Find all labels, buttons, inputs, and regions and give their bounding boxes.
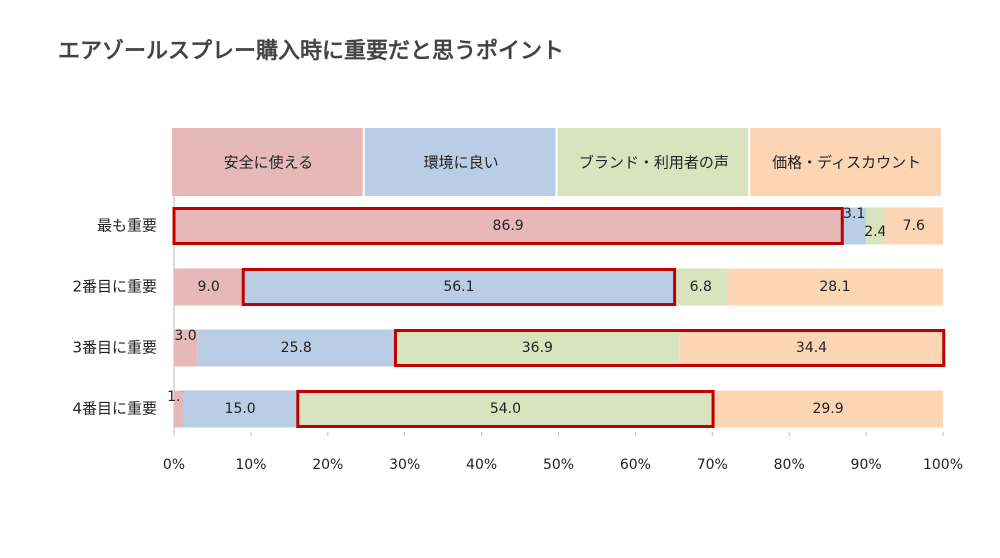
x-tick-label: 30% <box>389 457 420 473</box>
x-tick-label: 100% <box>923 457 963 473</box>
data-label: 56.1 <box>443 279 474 295</box>
legend-label: 環境に良い <box>424 154 499 172</box>
y-tick-label: 3番目に重要 <box>72 339 157 357</box>
x-tick-label: 40% <box>466 457 497 473</box>
x-tick-label: 90% <box>851 457 882 473</box>
highlight-box <box>296 390 715 428</box>
legend-swatch <box>557 128 749 196</box>
y-tick-label: 4番目に重要 <box>72 400 157 418</box>
x-tick-label: 0% <box>163 457 185 473</box>
bar-segment <box>174 390 183 428</box>
legend-label: 価格・ディスカウント <box>772 154 921 172</box>
bar-segment <box>243 268 675 306</box>
bar-segment <box>182 390 298 428</box>
bar-segment <box>842 207 867 245</box>
data-label: 6.8 <box>690 279 712 295</box>
x-tick-label: 70% <box>697 457 728 473</box>
data-label: 36.9 <box>522 340 553 356</box>
bar-segment <box>395 329 680 367</box>
legend-swatch <box>750 128 941 196</box>
x-tick-label: 80% <box>774 457 805 473</box>
data-label: 86.9 <box>493 218 524 234</box>
x-tick-label: 60% <box>620 457 651 473</box>
data-label: 25.8 <box>281 340 312 356</box>
bar-segment <box>174 329 198 367</box>
highlight-box <box>241 268 677 306</box>
data-label: 7.6 <box>903 218 925 234</box>
data-label: 54.0 <box>490 401 521 417</box>
highlight-box <box>393 329 946 367</box>
bar-segment <box>726 268 943 306</box>
x-tick-label: 20% <box>312 457 343 473</box>
bar-segment <box>866 207 885 245</box>
chart-title: エアゾールスプレー購入時に重要だと思うポイント <box>58 38 564 64</box>
data-label: 3.0 <box>174 328 196 344</box>
legend-swatch <box>172 128 363 196</box>
data-label: 28.1 <box>819 279 850 295</box>
x-tick-label: 10% <box>235 457 266 473</box>
legend-swatch <box>364 128 556 196</box>
legend-label: 安全に使える <box>224 154 314 172</box>
bar-segment <box>197 329 396 367</box>
data-label: 3.1 <box>843 206 865 222</box>
bar-segment <box>297 390 714 428</box>
legend-label: ブランド・利用者の声 <box>579 154 729 172</box>
highlight-box <box>172 207 844 245</box>
bar-segment <box>713 390 943 428</box>
x-tick-label: 50% <box>543 457 574 473</box>
bar-segment <box>674 268 727 306</box>
data-label: 2.4 <box>864 224 886 240</box>
data-label: 34.4 <box>796 340 827 356</box>
data-label: 15.0 <box>225 401 256 417</box>
bar-segment <box>174 207 843 245</box>
bar-segment <box>884 207 943 245</box>
data-label: 9.0 <box>197 279 219 295</box>
y-tick-label: 2番目に重要 <box>72 278 157 296</box>
bar-segment <box>174 268 244 306</box>
bar-segment <box>679 329 944 367</box>
data-label: 29.9 <box>812 401 843 417</box>
y-tick-label: 最も重要 <box>97 217 157 235</box>
